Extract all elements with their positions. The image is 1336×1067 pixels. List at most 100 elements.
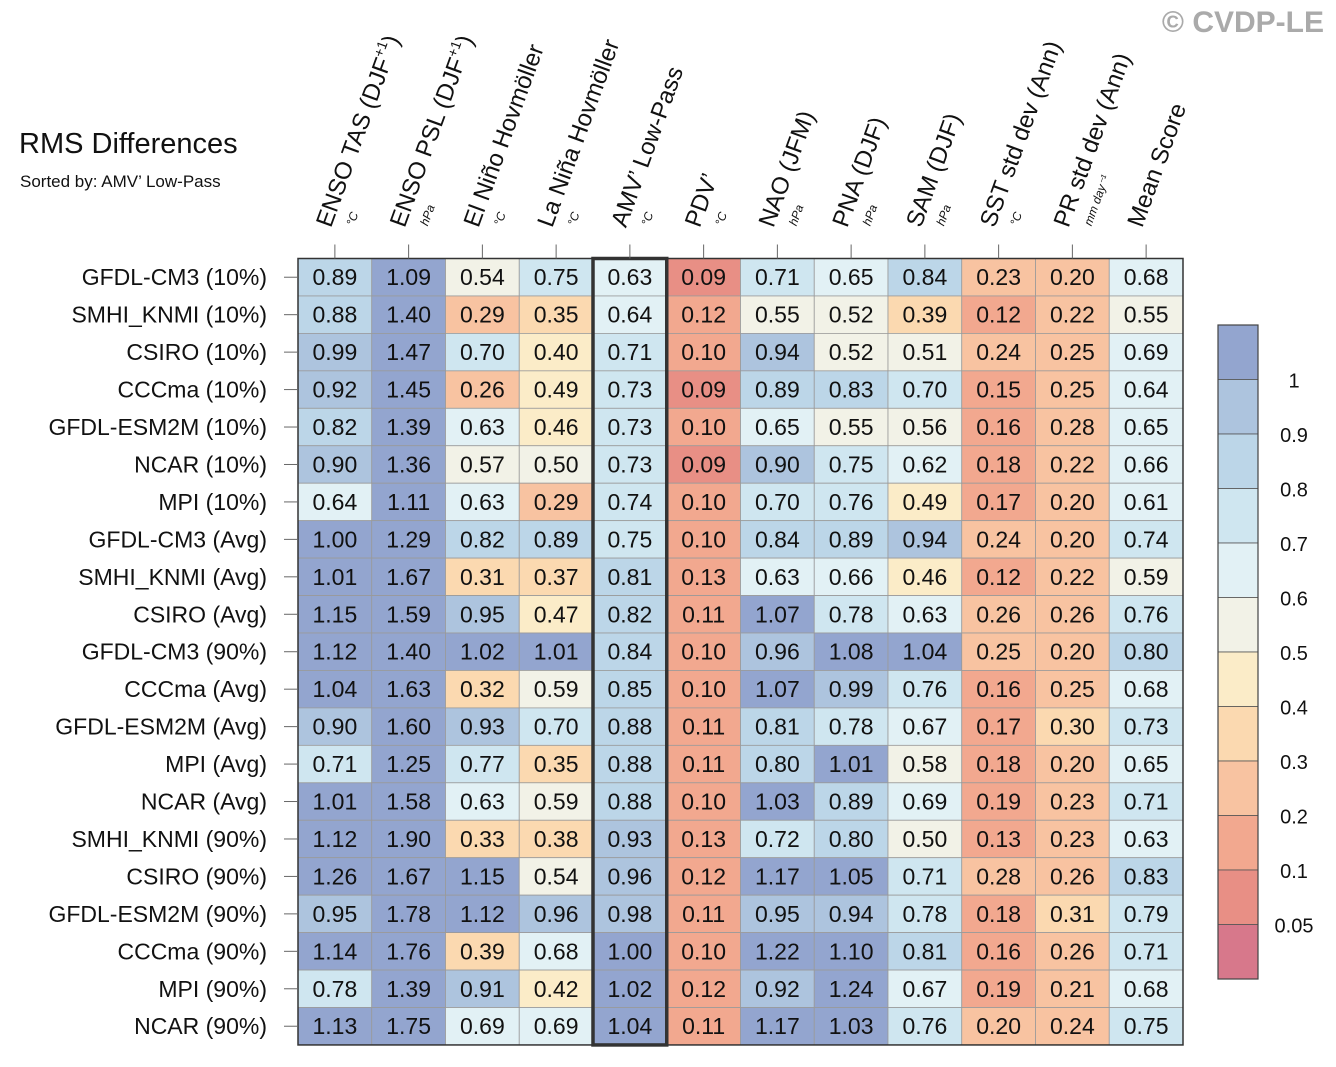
cell-value-label: 0.73 xyxy=(607,377,652,403)
cell-value-label: 1.01 xyxy=(829,751,874,777)
cell-value-label: 1.10 xyxy=(829,938,874,964)
heatmap-cell xyxy=(445,744,520,784)
heatmap-cell xyxy=(961,482,1036,522)
cell-value-label: 0.10 xyxy=(681,938,726,964)
cell-value-label: 1.02 xyxy=(460,639,505,665)
cell-value-label: 0.39 xyxy=(460,938,505,964)
colorbar-segment xyxy=(1217,706,1259,762)
cell-value-label: 0.69 xyxy=(460,1013,505,1039)
column-label-group: ENSO TAS (DJF+1) xyxy=(311,32,405,231)
cell-value-label: 0.91 xyxy=(460,976,505,1002)
heatmap-cell xyxy=(1035,520,1110,559)
cell-value-label: 1.15 xyxy=(312,601,357,627)
cell-value-label: 0.63 xyxy=(460,489,505,515)
heatmap-cell xyxy=(740,932,815,971)
heatmap-cell xyxy=(592,969,668,1008)
cell-value-label: 0.26 xyxy=(1050,938,1095,964)
heatmap-cell xyxy=(813,1007,889,1046)
column-unit: °C xyxy=(712,210,730,228)
cell-value-label: 0.78 xyxy=(829,714,874,740)
column-label-superscript: +1 xyxy=(444,38,465,59)
row-label: CSIRO (10%) xyxy=(126,339,267,365)
cell-value-label: 0.59 xyxy=(534,676,579,702)
cell-value-label: 0.95 xyxy=(312,901,357,927)
column-unit-group: hPa xyxy=(860,202,881,227)
column-unit: °C xyxy=(344,210,362,228)
row-label: CCCma (90%) xyxy=(117,938,267,964)
cell-value-label: 0.28 xyxy=(1050,414,1095,440)
heatmap-cell xyxy=(592,520,668,559)
heatmap-cell xyxy=(887,595,963,634)
heatmap-cell xyxy=(445,857,520,896)
column-unit-group: °C xyxy=(565,210,583,228)
cell-value-label: 0.90 xyxy=(312,451,357,477)
cell-value-label: 0.64 xyxy=(1124,377,1169,403)
cell-value-label: 0.24 xyxy=(1050,1013,1095,1039)
heatmap-cell xyxy=(445,707,520,746)
column-label-group: ENSO PSL (DJF+1) xyxy=(385,32,479,231)
heatmap-cell xyxy=(371,819,446,859)
column-label-superscript: +1 xyxy=(370,38,391,59)
column-label: PNA (DJF) xyxy=(827,114,892,231)
cell-value-label: 1.14 xyxy=(312,938,357,964)
cell-value-label: 0.10 xyxy=(681,676,726,702)
heatmap-cell xyxy=(371,370,446,409)
heatmap-cell xyxy=(1035,932,1110,971)
column-unit-group: °C xyxy=(344,210,362,228)
heatmap-cell xyxy=(1035,670,1110,709)
heatmap-cell xyxy=(518,595,594,634)
cell-value-label: 0.20 xyxy=(1050,526,1095,552)
heatmap-cell xyxy=(371,670,446,709)
row-label: MPI (Avg) xyxy=(165,751,267,777)
heatmap-cell xyxy=(1108,969,1184,1008)
column-label-group: PNA (DJF) xyxy=(827,114,892,231)
column-unit-group: °C xyxy=(491,210,509,228)
heatmap-cell xyxy=(666,595,741,634)
heatmap-cell xyxy=(297,894,373,934)
heatmap-cell xyxy=(887,932,963,971)
cell-value-label: 0.67 xyxy=(902,714,947,740)
cell-value-label: 0.55 xyxy=(1124,302,1169,328)
row-label: SMHI_KNMI (90%) xyxy=(71,826,267,852)
cell-value-label: 1.11 xyxy=(387,489,430,515)
cell-value-label: 0.09 xyxy=(681,264,726,290)
cell-value-label: 0.89 xyxy=(312,264,357,290)
heatmap-cell xyxy=(1035,295,1110,334)
cell-value-label: 0.68 xyxy=(1124,976,1169,1002)
heatmap-cell xyxy=(297,1007,373,1046)
colorbar-segment xyxy=(1217,597,1259,653)
cell-value-label: 0.71 xyxy=(1124,789,1169,815)
cell-value-label: 1.40 xyxy=(386,302,431,328)
cell-value-label: 0.49 xyxy=(902,489,947,515)
heatmap-cell xyxy=(813,595,889,634)
cell-value-label: 0.88 xyxy=(607,751,652,777)
heatmap-cell xyxy=(887,969,963,1008)
cell-value-label: 0.68 xyxy=(534,938,579,964)
colorbar-tick-label: 0.7 xyxy=(1280,534,1308,556)
heatmap-cell xyxy=(297,670,373,709)
cell-value-label: 0.71 xyxy=(312,751,357,777)
cell-value-label: 0.73 xyxy=(607,451,652,477)
heatmap-cell xyxy=(1035,557,1110,596)
row-label: GFDL-CM3 (Avg) xyxy=(89,526,268,552)
cell-value-label: 1.13 xyxy=(312,1013,357,1039)
cell-value-label: 0.25 xyxy=(1050,676,1095,702)
colorbar-segment xyxy=(1217,324,1259,380)
cell-value-label: 0.50 xyxy=(902,826,947,852)
heatmap-cell xyxy=(1108,894,1184,934)
cell-value-label: 1.04 xyxy=(902,639,947,665)
cell-value-label: 0.98 xyxy=(607,901,652,927)
colorbar-tick-label: 0.6 xyxy=(1280,589,1308,611)
cell-value-label: 0.65 xyxy=(755,414,800,440)
cell-value-label: 1.12 xyxy=(312,826,357,852)
heatmap-cell xyxy=(887,894,963,934)
cell-value-label: 0.68 xyxy=(1124,676,1169,702)
heatmap-cell xyxy=(297,932,373,971)
heatmap-cell xyxy=(371,969,446,1008)
heatmap-cell xyxy=(445,557,520,596)
chart-subtitle: Sorted by: AMV’ Low-Pass xyxy=(20,172,221,191)
cell-value-label: 1.58 xyxy=(386,789,431,815)
cell-value-label: 0.10 xyxy=(681,526,726,552)
column-label-text: NAO (JFM) xyxy=(754,107,821,230)
heatmap-cell xyxy=(813,969,889,1008)
